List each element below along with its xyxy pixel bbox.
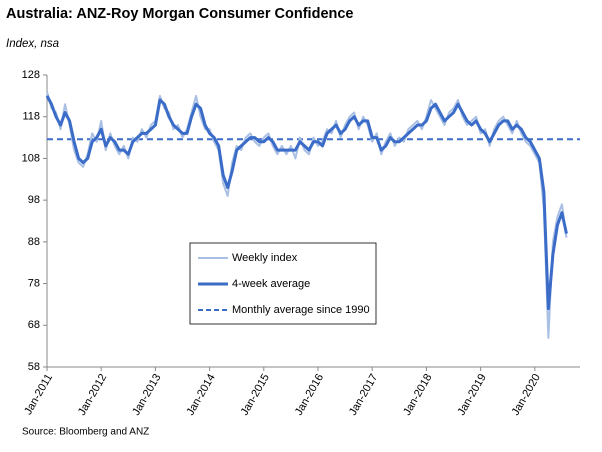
y-tick-label: 128 [22,69,40,81]
x-tick-label: Jan-2017 [347,372,380,418]
x-tick-label: Jan-2013 [130,372,163,418]
x-tick-label: Jan-2020 [510,372,543,418]
chart-title: Australia: ANZ-Roy Morgan Consumer Confi… [6,6,354,22]
legend-label: Monthly average since 1990 [232,304,370,316]
x-tick-label: Jan-2018 [401,372,434,418]
legend: Weekly index 4-week average Monthly averag… [189,242,377,325]
series-line [46,91,568,339]
chart-subtitle: Index, nsa [6,38,59,50]
x-tick-label: Jan-2019 [455,372,488,418]
y-tick-label: 118 [22,111,40,123]
y-tick-label: 58 [28,361,40,373]
y-tick-label: 108 [22,152,40,164]
x-tick-label: Jan-2014 [184,372,217,418]
x-tick-label: Jan-2016 [293,372,326,418]
y-tick-label: 88 [28,236,40,248]
y-tick-label: 98 [28,194,40,206]
legend-label: 4-week average [232,278,310,290]
y-tick-label: 68 [28,319,40,331]
y-tick-label: 78 [28,277,40,289]
series-line [45,95,568,311]
x-tick-label: Jan-2011 [22,372,55,417]
x-tick-label: Jan-2012 [76,372,109,418]
legend-label: Weekly index [232,252,298,264]
x-tick-label: Jan-2015 [239,372,272,418]
source-note: Source: Bloomberg and ANZ [22,427,149,438]
